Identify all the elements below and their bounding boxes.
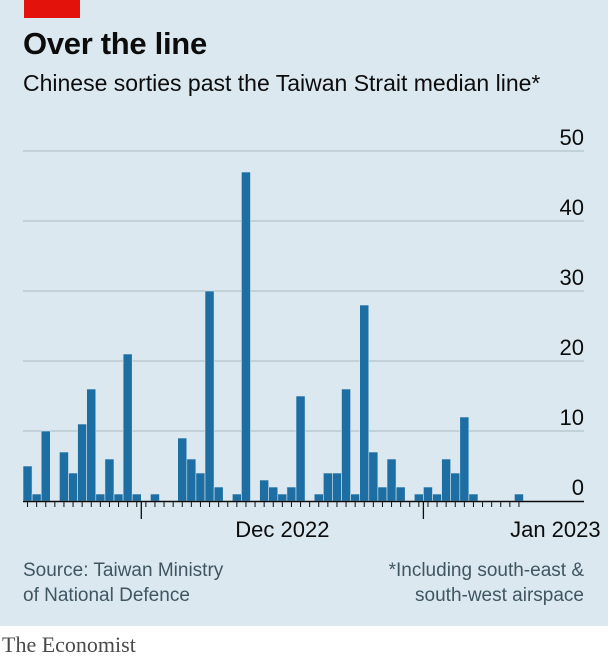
bar (441, 458, 452, 502)
bar (86, 388, 97, 502)
bar (450, 472, 461, 502)
bar (377, 486, 388, 502)
bar (104, 458, 115, 502)
bar (313, 493, 324, 502)
bar (459, 416, 470, 502)
bar (386, 458, 397, 502)
y-tick-labels: 0 10 20 30 40 50 (560, 125, 584, 500)
bar (350, 493, 361, 502)
source-line-2: of National Defence (23, 585, 190, 606)
bar (122, 353, 133, 502)
bar (40, 430, 51, 502)
bar (131, 493, 142, 502)
x-axis (23, 500, 584, 519)
bar (232, 493, 242, 502)
bar (22, 465, 33, 502)
bar (204, 290, 215, 502)
bar (150, 493, 160, 502)
bar (295, 395, 306, 502)
bar (277, 493, 288, 502)
bar (68, 472, 78, 502)
bar (259, 479, 270, 502)
bar (113, 493, 124, 502)
bar (368, 451, 379, 502)
bar (31, 493, 42, 502)
bar-chart: 0 10 20 30 40 50 Dec 2022 Jan 2023 (22, 125, 601, 542)
bar (177, 437, 188, 502)
bar (77, 423, 87, 502)
y-tick-label: 10 (560, 405, 584, 430)
footnote-line-1: *Including south-east & (388, 560, 584, 581)
source-note: Source: Taiwan Ministry of National Defe… (23, 558, 223, 608)
source-line-1: Source: Taiwan Ministry (23, 560, 224, 581)
chart-title: Over the line (23, 26, 207, 61)
bar (59, 451, 69, 502)
chart-subtitle: Chinese sorties past the Taiwan Strait m… (23, 70, 541, 96)
y-tick-label: 0 (572, 475, 584, 500)
x-tick-labels: Dec 2022 Jan 2023 (235, 517, 600, 542)
bar (322, 472, 333, 502)
bar (195, 472, 206, 502)
bars (22, 171, 524, 502)
y-tick-label: 50 (560, 125, 584, 150)
y-tick-label: 30 (560, 265, 584, 290)
bar (359, 304, 370, 502)
brand-red-tag (24, 0, 80, 18)
x-tick-label: Jan 2023 (510, 517, 601, 542)
bar (514, 493, 524, 502)
footnote: *Including south-east & south-west airsp… (389, 558, 584, 608)
bar (332, 472, 342, 502)
y-tick-label: 40 (560, 195, 584, 220)
economist-logo: The Economist (2, 632, 136, 657)
bar (395, 486, 406, 502)
bar (241, 171, 251, 502)
grid-lines (23, 150, 584, 432)
y-tick-label: 20 (560, 335, 584, 360)
bar (413, 493, 424, 502)
chart-panel: Over the line Chinese sorties past the T… (0, 0, 608, 626)
bar (95, 493, 106, 502)
bar (213, 486, 224, 502)
bar (423, 486, 433, 502)
bar (268, 486, 279, 502)
footnote-line-2: south-west airspace (415, 585, 584, 606)
x-tick-label: Dec 2022 (235, 517, 329, 542)
bar (186, 458, 197, 502)
bar (432, 493, 442, 502)
bar (468, 493, 479, 502)
bar (286, 486, 297, 502)
bar (341, 388, 351, 502)
